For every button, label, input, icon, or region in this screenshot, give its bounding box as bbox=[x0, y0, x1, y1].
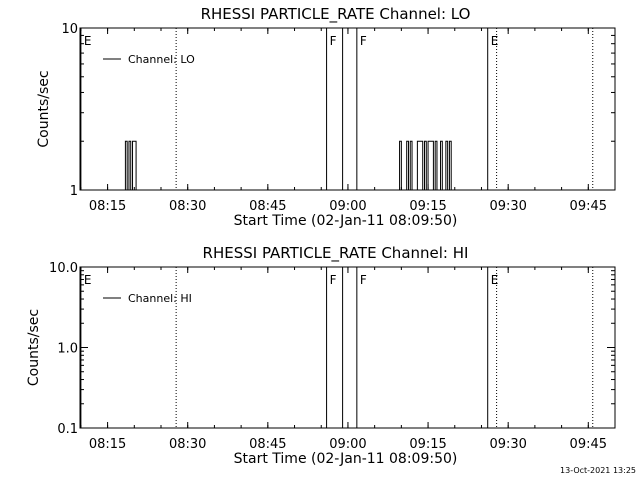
y-tick-label: 1.0 bbox=[57, 342, 78, 357]
marker-label-f: F bbox=[360, 273, 367, 287]
x-tick-label: 09:15 bbox=[409, 199, 446, 214]
marker-label-f: F bbox=[330, 273, 337, 287]
chart-title: RHESSI PARTICLE_RATE Channel: HI bbox=[203, 244, 469, 263]
y-tick-label: 10 bbox=[61, 22, 78, 37]
y-tick-label: 10.0 bbox=[49, 261, 78, 276]
x-tick-label: 08:45 bbox=[249, 199, 286, 214]
footer-timestamp: 13-Oct-2021 13:25 bbox=[560, 466, 636, 475]
x-tick-label: 09:45 bbox=[570, 437, 607, 452]
x-tick-label: 08:45 bbox=[249, 437, 286, 452]
y-tick-label: 0.1 bbox=[57, 422, 78, 437]
y-tick-label: 1 bbox=[70, 184, 78, 199]
x-tick-label: 08:30 bbox=[169, 199, 206, 214]
marker-label-e: E bbox=[491, 34, 499, 48]
x-tick-label: 09:00 bbox=[329, 199, 366, 214]
legend-entry: Channel: HI bbox=[128, 292, 192, 305]
marker-label-e: E bbox=[84, 34, 92, 48]
chart-panel-2: RHESSI PARTICLE_RATE Channel: HI 08:15 08:… bbox=[26, 244, 616, 467]
y-axis-label: Counts/sec bbox=[36, 70, 52, 147]
x-tick-label: 08:30 bbox=[169, 437, 206, 452]
marker-label-e: E bbox=[491, 273, 499, 287]
x-tick-label: 08:15 bbox=[89, 437, 126, 452]
x-axis-label: Start Time (02-Jan-11 08:09:50) bbox=[234, 213, 458, 229]
x-tick-label: 09:30 bbox=[489, 437, 526, 452]
marker-label-f: F bbox=[330, 34, 337, 48]
x-axis-label: Start Time (02-Jan-11 08:09:50) bbox=[234, 451, 458, 467]
x-tick-label: 09:00 bbox=[329, 437, 366, 452]
chart-panel-1: RHESSI PARTICLE_RATE Channel: LO 08:15 08:… bbox=[36, 5, 616, 229]
x-tick-label: 09:45 bbox=[570, 199, 607, 214]
series-line bbox=[123, 140, 452, 191]
x-tick-label: 09:30 bbox=[489, 199, 526, 214]
legend-entry: Channel: LO bbox=[128, 53, 195, 66]
x-tick-label: 09:15 bbox=[409, 437, 446, 452]
marker-label-f: F bbox=[360, 34, 367, 48]
y-axis-label: Counts/sec bbox=[26, 309, 42, 386]
chart-title: RHESSI PARTICLE_RATE Channel: LO bbox=[201, 5, 471, 24]
x-tick-label: 08:15 bbox=[89, 199, 126, 214]
marker-label-e: E bbox=[84, 273, 92, 287]
